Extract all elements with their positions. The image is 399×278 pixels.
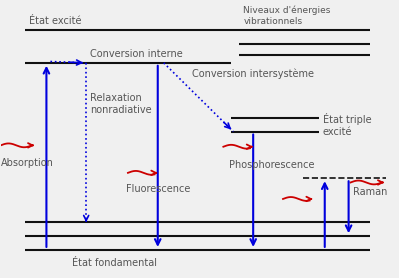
Text: Niveaux d'énergies
vibrationnels: Niveaux d'énergies vibrationnels [243, 6, 331, 26]
Text: État excité: État excité [28, 16, 81, 26]
Text: État triple
excité: État triple excité [323, 113, 371, 136]
Text: Raman: Raman [353, 187, 387, 197]
Text: Conversion interne: Conversion interne [90, 49, 183, 59]
Text: Fluorescence: Fluorescence [126, 184, 190, 194]
Text: Conversion intersystème: Conversion intersystème [192, 69, 314, 80]
Text: Phosphorescence: Phosphorescence [229, 160, 315, 170]
Text: Relaxation
nonradiative: Relaxation nonradiative [90, 93, 152, 115]
Text: Absorption: Absorption [1, 158, 53, 168]
Text: État fondamental: État fondamental [72, 258, 157, 268]
